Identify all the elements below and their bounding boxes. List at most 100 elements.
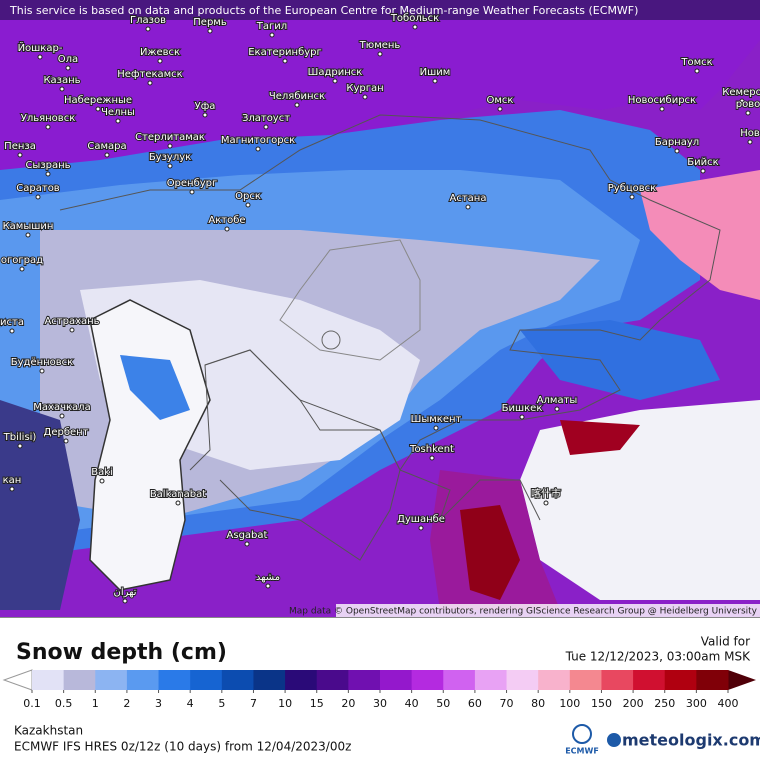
- city-dot: [19, 266, 25, 272]
- city-label: Тобольск: [390, 13, 439, 24]
- color-step: [158, 670, 191, 690]
- color-step: [411, 670, 444, 690]
- city-label: Нов: [740, 128, 760, 139]
- city-label: Томск: [680, 57, 712, 68]
- city-label: Златоуст: [242, 113, 290, 124]
- legend-title: Snow depth (cm): [16, 640, 227, 665]
- city-dot: [265, 583, 271, 589]
- city-label: Уфа: [195, 101, 216, 112]
- attribution: Map data © OpenStreetMap contributors, r…: [289, 607, 758, 617]
- city-label: Будённовск: [11, 357, 73, 368]
- city-label: Бишкек: [502, 403, 543, 414]
- city-dot: [207, 28, 213, 34]
- color-step: [253, 670, 286, 690]
- color-step: [32, 670, 65, 690]
- color-step: [664, 670, 697, 690]
- city-dot: [745, 110, 751, 116]
- city-dot: [147, 80, 153, 86]
- city-label: Ишим: [420, 67, 451, 78]
- city-label: Ола: [58, 54, 78, 65]
- tick-label: 10: [278, 697, 292, 710]
- city-label: Набережные: [64, 95, 132, 106]
- city-label: Алматы: [537, 395, 578, 406]
- city-dot: [412, 24, 418, 30]
- city-label: Шадринск: [308, 67, 363, 78]
- city-dot: [263, 124, 269, 130]
- city-label: Актобе: [208, 215, 245, 226]
- colorbar: 0.1 0.5 1 2 3 4 5 7 10 15 20 30 40 50 60 70 80 100 150 200 2…: [2, 669, 756, 710]
- city-dot: [122, 598, 128, 604]
- region: Kazakhstan: [14, 724, 83, 738]
- city-label: Астрахань: [44, 316, 99, 327]
- city-dot: [25, 232, 31, 238]
- city-label: Душанбе: [397, 514, 445, 525]
- over-arrow: [728, 670, 756, 690]
- tick-label: 200: [623, 697, 644, 710]
- ecmwf-logo: ECMWF: [565, 747, 599, 756]
- tick-label: 1: [92, 697, 99, 710]
- tick-label: 30: [373, 697, 387, 710]
- city-dot: [694, 68, 700, 74]
- city-label: Казань: [43, 75, 80, 86]
- borders: [59, 114, 721, 561]
- city-label: Рубцовск: [608, 183, 656, 194]
- city-dot: [59, 413, 65, 419]
- color-step: [569, 670, 602, 690]
- tick-label: 400: [718, 697, 739, 710]
- city-dot: [45, 171, 51, 177]
- city-dot: [189, 189, 195, 195]
- city-dot: [543, 500, 549, 506]
- city-dot: [167, 163, 173, 169]
- city-dot: [145, 26, 151, 32]
- city-label: Balkanabat: [150, 489, 206, 500]
- city-dot: [99, 478, 105, 484]
- tick-label: 250: [654, 697, 675, 710]
- color-step: [601, 670, 634, 690]
- tick-label: 70: [500, 697, 514, 710]
- city-dot: [244, 541, 250, 547]
- city-dot: [63, 438, 69, 444]
- service-notice: This service is based on data and produc…: [9, 4, 638, 17]
- ecmwf-icon: [572, 724, 592, 744]
- tick-label: 300: [686, 697, 707, 710]
- city-label: Орск: [235, 191, 261, 202]
- city-dot: [519, 414, 525, 420]
- city-dot: [629, 194, 635, 200]
- city-dot: [269, 32, 275, 38]
- city-label: Тюмень: [359, 40, 401, 51]
- city-dot: [45, 124, 51, 130]
- city-dot: [95, 106, 101, 112]
- color-step: [443, 670, 476, 690]
- color-step: [63, 670, 96, 690]
- city-dot: [418, 525, 424, 531]
- tick-label: 0.1: [23, 697, 41, 710]
- city-label: Пермь: [193, 17, 227, 28]
- city-labels: Глазов Пермь Тагил Тобольск Йошкар-Ола Ижевск…: [0, 12, 760, 604]
- city-label: иста: [0, 317, 24, 328]
- city-label: рово: [736, 99, 760, 110]
- tick-label: 150: [591, 697, 612, 710]
- city-dot: [497, 106, 503, 112]
- model-run: ECMWF IFS HRES 0z/12z (10 days) from 12/…: [14, 740, 351, 754]
- city-label: Бузулук: [149, 152, 191, 163]
- attribution-bg: [336, 604, 760, 617]
- tick-label: 80: [531, 697, 545, 710]
- city-label: 喀什市: [531, 487, 561, 500]
- color-step: [95, 670, 128, 690]
- city-dot: [69, 327, 75, 333]
- tick-label: 2: [123, 697, 130, 710]
- city-dot: [700, 168, 706, 174]
- city-label: Йошкар-: [18, 41, 63, 54]
- city-dot: [17, 152, 23, 158]
- city-label: Омск: [487, 95, 514, 106]
- city-dot: [17, 443, 23, 449]
- tick-label: 5: [218, 697, 225, 710]
- city-label: Сызрань: [25, 160, 70, 171]
- city-label: Кемеро: [722, 87, 760, 98]
- city-dot: [432, 78, 438, 84]
- map-background: [0, 0, 760, 617]
- city-label: تهران: [113, 587, 136, 598]
- under-arrow: [2, 669, 33, 691]
- tick-label: 20: [341, 697, 355, 710]
